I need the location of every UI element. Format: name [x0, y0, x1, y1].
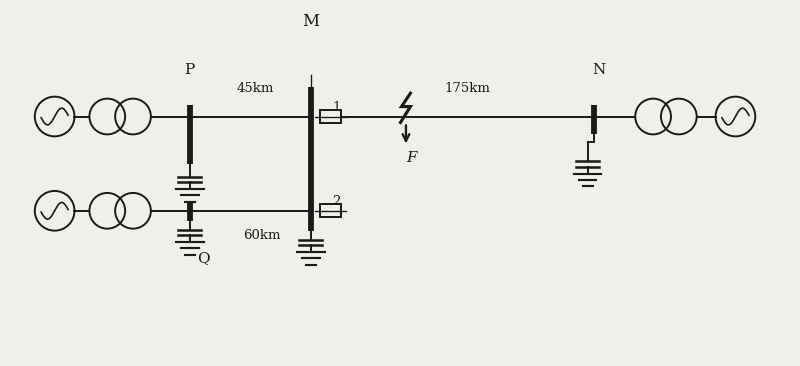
Text: 45km: 45km [237, 82, 274, 95]
Text: 2: 2 [332, 195, 341, 208]
Text: F: F [406, 151, 418, 165]
Bar [320, 204, 342, 217]
Text: M: M [302, 13, 319, 30]
Text: Q: Q [198, 251, 210, 265]
Text: 60km: 60km [243, 229, 281, 242]
Text: N: N [592, 63, 605, 77]
Text: P: P [185, 63, 194, 77]
Text: 175km: 175km [444, 82, 490, 95]
Text: 1: 1 [332, 101, 341, 114]
Bar [320, 110, 342, 123]
